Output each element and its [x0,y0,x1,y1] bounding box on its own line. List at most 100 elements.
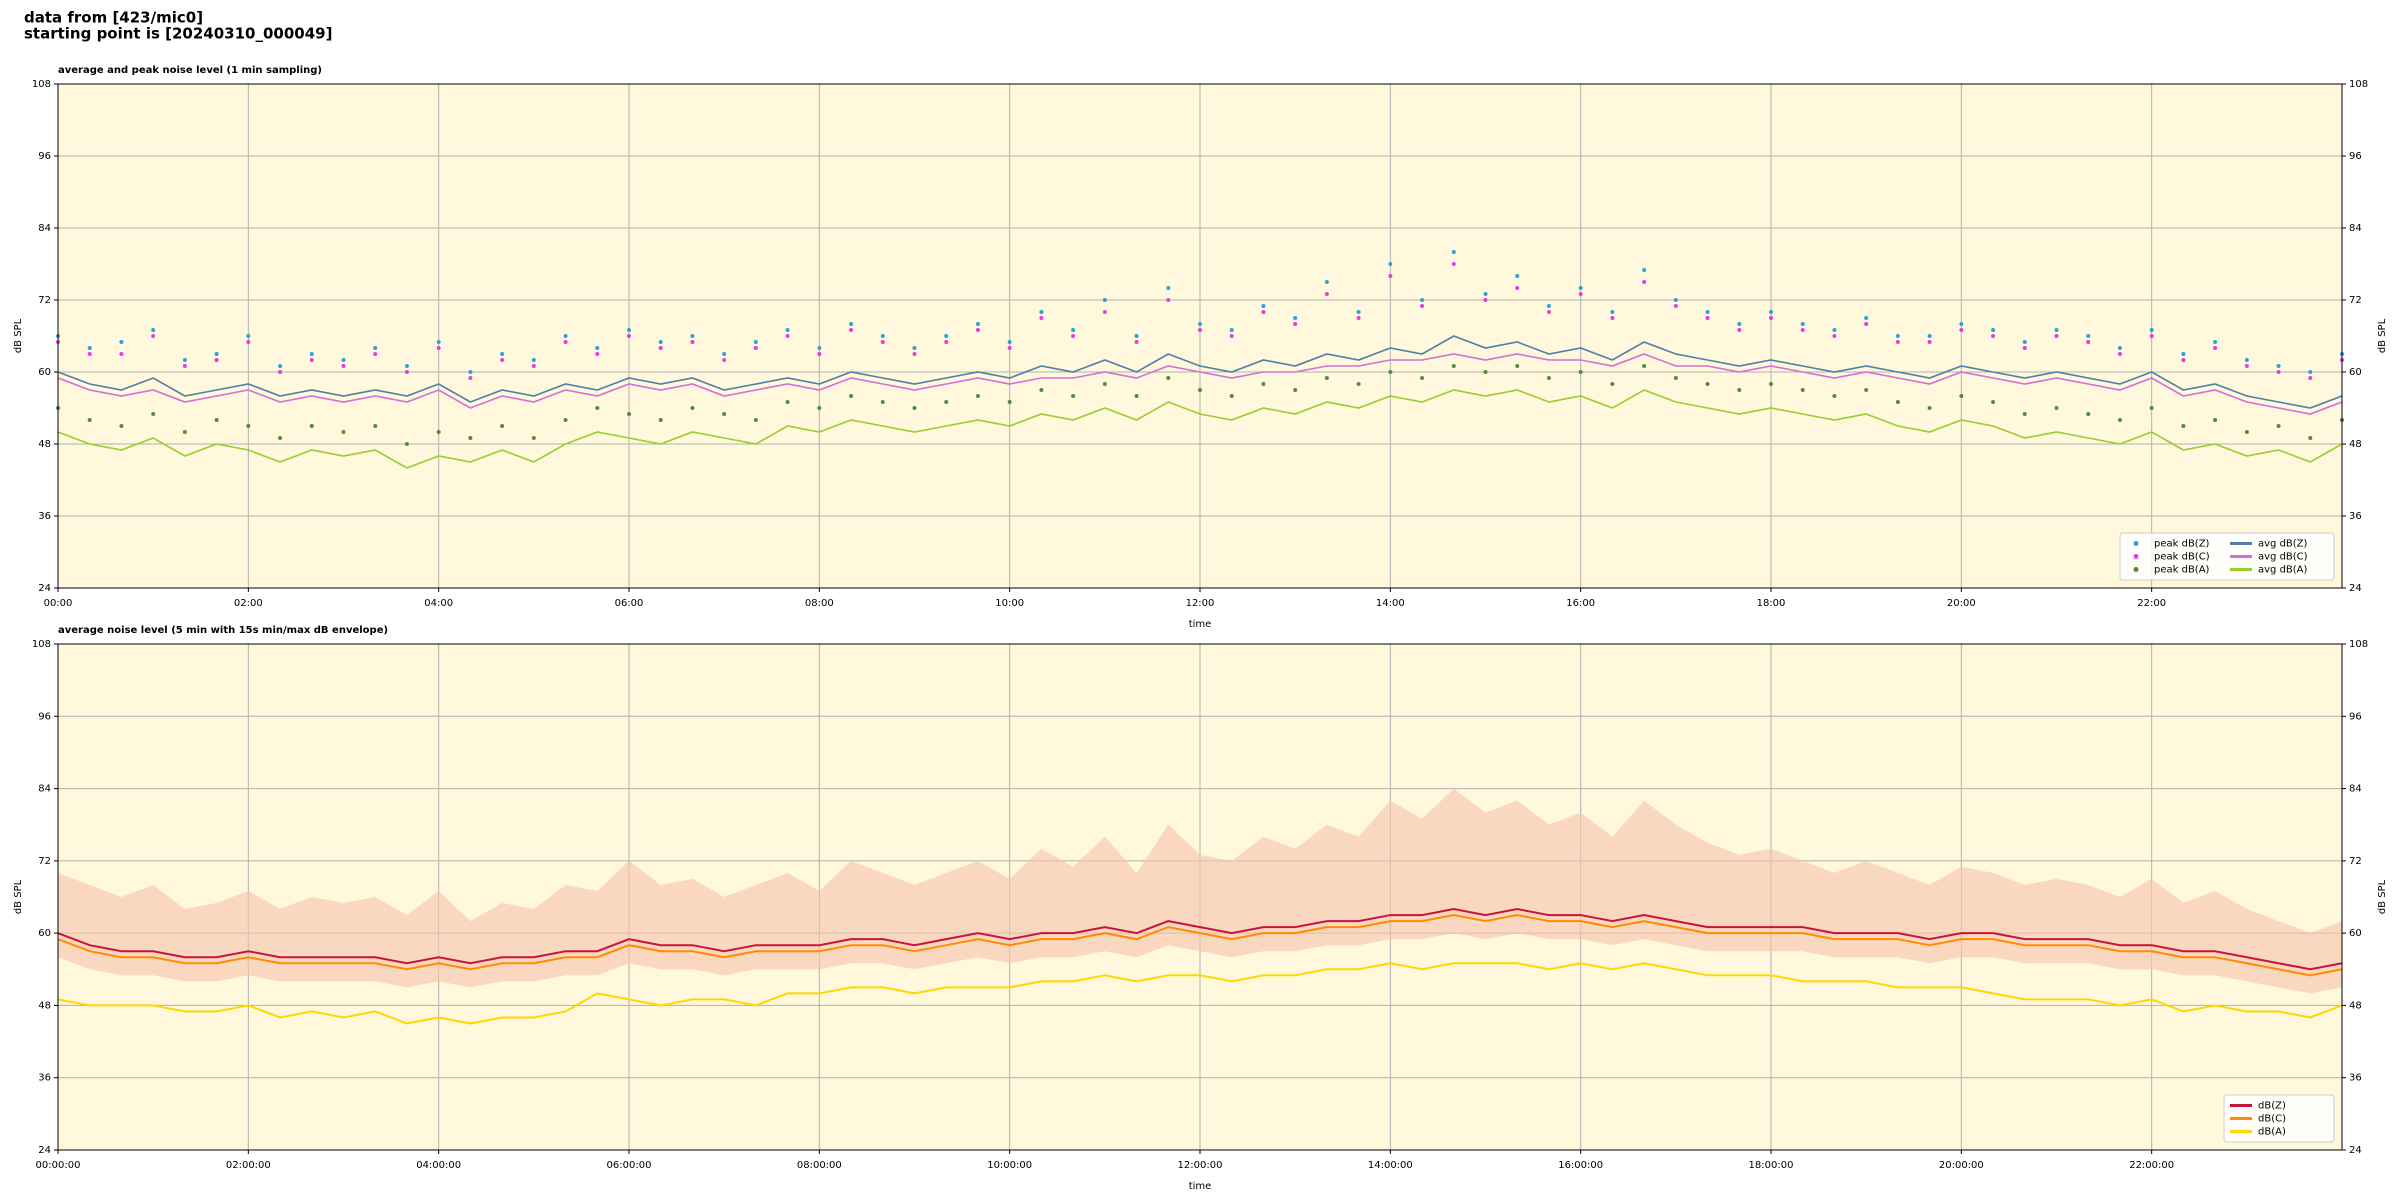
peak-point [1261,382,1266,386]
y2-tick-label: 24 [2349,583,2362,594]
peak-point [151,412,156,416]
peak-point [1959,322,1964,326]
peak-point [1324,292,1329,296]
peak-point [2149,328,2154,332]
peak-point [880,334,885,338]
peak-point [309,424,314,428]
x-tick-label: 00:00 [44,598,73,609]
peak-point [1832,394,1837,398]
y-tick-label: 84 [38,784,51,795]
peak-point [1388,262,1393,266]
peak-point [2054,406,2059,410]
x-tick-label: 00:00:00 [36,1160,81,1171]
series-line [57,335,2343,409]
x-tick-label: 12:00 [1186,598,1215,609]
peak-point [944,334,949,338]
y-tick-label: 84 [38,223,51,234]
peak-point [2086,412,2091,416]
y-tick-label: 48 [38,439,51,450]
peak-point [1737,388,1742,392]
peak-point [1039,388,1044,392]
peak-point [912,406,917,410]
peak-point [1832,328,1837,332]
peak-point [595,406,600,410]
x-axis-label: time [1189,1181,1212,1192]
y2-tick-label: 60 [2349,928,2362,939]
peak-point [753,346,758,350]
peak-point [182,430,187,434]
x-tick-label: 18:00:00 [1749,1160,1794,1171]
peak-point [1546,304,1551,308]
peak-point [1959,394,1964,398]
peak-point [1198,388,1202,392]
peak-point [2054,328,2059,332]
x-tick-label: 08:00:00 [797,1160,842,1171]
x-tick-label: 02:00:00 [226,1160,271,1171]
peak-point [2086,340,2091,344]
peak-point [1895,334,1900,338]
peak-point [2054,334,2059,338]
peak-point [1642,268,1647,272]
peak-point [785,400,790,404]
peak-point [1610,382,1615,386]
y-tick-label: 108 [32,639,51,650]
legend-label: avg dB(Z) [2258,539,2308,550]
peak-point [1451,250,1456,254]
peak-point [1356,310,1361,314]
peak-point [2149,406,2154,410]
peak-point [1483,370,1488,374]
peak-point [1451,262,1456,266]
peak-point [2022,346,2027,350]
x-tick-label: 08:00 [805,598,834,609]
peak-point [2086,334,2091,338]
peak-point [1578,286,1583,290]
peak-point [87,352,92,356]
x-tick-label: 04:00:00 [416,1160,461,1171]
y-tick-label: 60 [38,928,51,939]
y-tick-label: 36 [38,511,51,522]
y-tick-label: 96 [38,151,51,162]
peak-point [1451,364,1456,368]
peak-point [1515,286,1520,290]
y-tick-label: 36 [38,1073,51,1084]
x-tick-label: 14:00 [1376,598,1405,609]
peak-point [1324,376,1329,380]
y-tick-label: 60 [38,367,51,378]
peak-point [627,334,631,338]
peak-point [119,340,124,344]
peak-point [151,328,156,332]
peak-point [1420,376,1425,380]
header-start: starting point is [20240310_000049] [24,25,332,43]
peak-point [2213,346,2218,350]
peak-point [309,358,314,362]
peak-point [214,358,219,362]
peak-point [87,418,92,422]
peak-point [1324,280,1329,284]
peak-point [849,322,854,326]
peak-point [563,334,568,338]
peak-point [531,436,536,440]
peak-point [690,340,695,344]
peak-point [690,406,695,410]
peak-point [1007,346,1012,350]
y2-tick-label: 48 [2349,439,2362,450]
legend-label: dB(A) [2258,1127,2286,1138]
peak-point [1039,310,1044,314]
y2-tick-label: 96 [2349,711,2362,722]
peak-point [1261,310,1266,314]
y2-tick-label: 72 [2349,295,2362,306]
y-tick-label: 24 [38,1145,51,1156]
legend-label: dB(Z) [2258,1101,2286,1112]
peak-point [1071,394,1076,398]
peak-point [1800,328,1805,332]
x-tick-label: 12:00:00 [1178,1160,1223,1171]
peak-point [1102,382,1107,386]
peak-point [2308,376,2313,380]
y-axis-label: dB SPL [13,879,24,914]
peak-point [404,364,409,368]
x-tick-label: 06:00:00 [607,1160,652,1171]
peak-point [1927,340,1932,344]
peak-point [1737,328,1742,332]
peak-point [468,436,473,440]
peak-point [246,334,251,338]
